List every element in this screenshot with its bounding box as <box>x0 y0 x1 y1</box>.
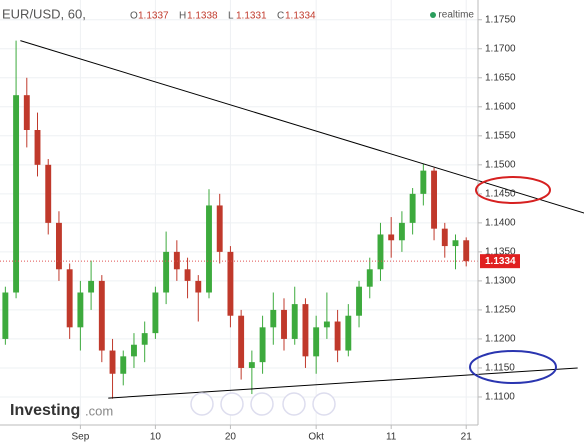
candle-body <box>13 95 20 293</box>
ohlc-label: O <box>130 11 138 22</box>
blue-ellipse <box>469 350 557 384</box>
trendline <box>20 40 584 214</box>
candle-body <box>131 344 137 357</box>
status-dot <box>430 12 436 18</box>
brand: Investing <box>10 402 80 419</box>
candle-body <box>23 95 30 131</box>
y-tick-label: 1.1500 <box>485 159 516 170</box>
scroll-right[interactable] <box>312 392 336 416</box>
y-tick-label: 1.1250 <box>485 305 516 316</box>
y-tick-label: 1.1300 <box>485 276 516 287</box>
reset[interactable] <box>250 392 274 416</box>
x-tick-label: Okt <box>308 432 324 443</box>
candle-body <box>141 333 148 345</box>
candle-body <box>398 222 405 241</box>
y-tick-label: 1.1350 <box>485 247 516 258</box>
candle-body <box>377 234 384 270</box>
chart-title: EUR/USD, 60, <box>2 6 86 21</box>
candle-body <box>420 170 427 194</box>
candle-body <box>77 292 84 328</box>
candle-body <box>334 321 341 351</box>
scroll-left[interactable] <box>190 392 214 416</box>
x-tick-label: 20 <box>225 432 237 443</box>
y-tick-label: 1.1650 <box>485 72 516 83</box>
candle-body <box>98 280 105 351</box>
candle-body <box>34 130 41 165</box>
candle-body <box>2 292 9 339</box>
candle-body <box>120 356 127 374</box>
candle-body <box>281 309 287 339</box>
candle-body <box>356 286 362 316</box>
zoom-buttons[interactable] <box>190 392 336 416</box>
candle-body <box>227 251 234 316</box>
red-ellipse <box>475 176 551 204</box>
ohlc-label: H <box>179 11 186 22</box>
y-tick-label: 1.1450 <box>485 188 516 199</box>
y-tick-label: 1.1550 <box>485 130 516 141</box>
candle-body <box>463 240 470 262</box>
candle-body <box>66 269 73 328</box>
candle-body <box>313 327 320 357</box>
x-tick-label: 11 <box>386 432 397 443</box>
brand-suffix: .com <box>85 403 113 418</box>
y-tick-label: 1.1200 <box>485 334 516 345</box>
zoom-out[interactable] <box>220 392 244 416</box>
candle-body <box>441 228 448 247</box>
x-tick-label: 10 <box>150 432 162 443</box>
ohlc-value: 1.1338 <box>187 11 218 22</box>
candle-body <box>409 193 416 223</box>
y-tick-label: 1.1700 <box>485 43 516 54</box>
x-tick-label: 21 <box>461 432 473 443</box>
candle-body <box>345 315 352 351</box>
candle-body <box>248 362 255 368</box>
y-tick-label: 1.1600 <box>485 101 516 112</box>
candle-body <box>216 205 223 252</box>
ohlc-value: 1.1337 <box>138 11 169 22</box>
x-tick-label: Sep <box>71 432 89 443</box>
candle-body <box>206 205 212 293</box>
candle-body <box>323 321 330 328</box>
candle-body <box>109 350 116 374</box>
ohlc-value: 1.1331 <box>236 11 267 22</box>
trendline <box>108 367 578 399</box>
y-tick-label: 1.1400 <box>485 218 516 229</box>
grid <box>0 0 478 425</box>
y-tick-label: 1.1150 <box>485 363 515 374</box>
status: realtime <box>438 10 474 21</box>
candle-body <box>431 170 438 229</box>
candle-body <box>163 251 170 293</box>
ohlc-value: 1.1334 <box>285 11 316 22</box>
candle-body <box>88 280 95 293</box>
candle-body <box>270 309 277 328</box>
last-price-tag <box>480 254 520 269</box>
overlay <box>0 40 584 399</box>
y-tick-label: 1.1100 <box>485 392 515 403</box>
candle-body <box>366 269 373 287</box>
candle-body <box>291 304 298 339</box>
y-tick-label: 1.1750 <box>485 14 516 25</box>
candle-body <box>259 327 266 363</box>
candle-body <box>184 269 191 281</box>
candle-body <box>452 240 459 247</box>
candle-body <box>238 315 245 368</box>
ohlc-label: C <box>277 11 284 22</box>
candles <box>2 40 470 399</box>
candle-body <box>55 222 62 270</box>
candle-body <box>302 304 309 357</box>
candle-body <box>173 251 180 270</box>
ohlc-label: L <box>228 11 234 22</box>
zoom-in[interactable] <box>282 392 306 416</box>
candle-body <box>45 164 52 223</box>
candle-body <box>152 292 159 334</box>
candle-body <box>195 280 202 293</box>
candle-body <box>388 234 395 241</box>
last-price-label: 1.1334 <box>485 256 516 267</box>
